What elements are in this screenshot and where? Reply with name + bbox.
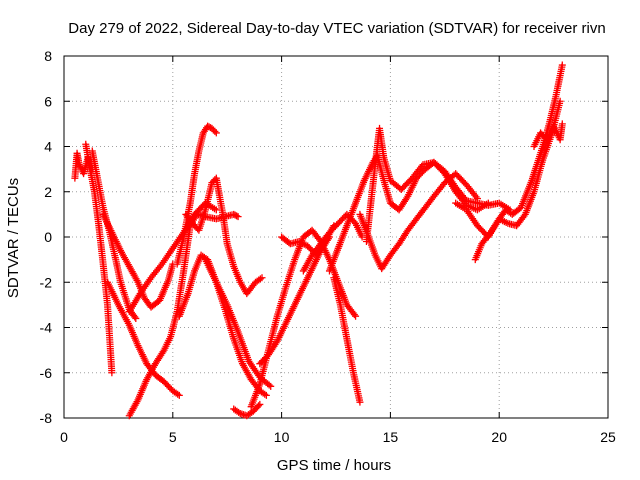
data-point (258, 274, 266, 282)
data-series (99, 210, 177, 311)
data-series (530, 120, 566, 150)
x-tick-label: 10 (274, 429, 290, 445)
data-series (175, 251, 270, 399)
data-series (173, 122, 220, 268)
data-point (356, 398, 364, 406)
x-axis-label: GPS time / hours (277, 457, 391, 474)
y-tick-label: -6 (40, 365, 53, 381)
data-series (299, 210, 366, 275)
x-tick-label: 15 (383, 429, 399, 445)
data-point (234, 213, 242, 221)
data-series (330, 274, 364, 406)
data-series (247, 226, 360, 411)
data-series (278, 222, 338, 259)
chart-title: Day 279 of 2022, Sidereal Day-to-day VTE… (68, 20, 605, 37)
data-point (556, 97, 564, 105)
data-point (262, 391, 270, 399)
x-tick-label: 25 (600, 429, 616, 445)
data-point (352, 312, 360, 320)
data-point (131, 313, 139, 321)
data-point (255, 402, 263, 410)
y-tick-label: 8 (44, 48, 52, 64)
data-point (211, 127, 219, 135)
data-series (104, 278, 183, 399)
data-point (558, 120, 566, 128)
data-series (230, 400, 264, 420)
data-point (212, 129, 220, 137)
data-point (175, 391, 183, 399)
data-point (265, 381, 273, 389)
data-point (261, 390, 269, 398)
x-tick-label: 20 (491, 429, 507, 445)
y-tick-label: 2 (44, 184, 52, 200)
data-point (256, 275, 264, 283)
data-point (256, 400, 264, 408)
data-point (350, 311, 358, 319)
x-tick-label: 5 (169, 429, 177, 445)
y-axis-label: SDTVAR / TECUs (5, 178, 22, 298)
data-point (132, 314, 140, 322)
data-point (174, 390, 182, 398)
y-tick-label: 6 (44, 93, 52, 109)
data-point (558, 61, 566, 69)
data-point (108, 369, 116, 377)
axis-ticks: 0 5 10 15 20 25 -8 -6 -4 -2 0 2 4 6 8 (40, 48, 616, 445)
y-tick-label: 0 (44, 229, 52, 245)
y-tick-label: 4 (44, 139, 52, 155)
x-tick-label: 0 (60, 429, 68, 445)
data-point (233, 212, 241, 220)
data-point (267, 382, 275, 390)
data-points (71, 61, 566, 420)
data-point (520, 212, 528, 220)
data-series (182, 174, 266, 298)
data-series (452, 61, 566, 241)
y-tick-label: -4 (40, 320, 53, 336)
y-tick-label: -2 (40, 274, 53, 290)
y-tick-label: -8 (40, 410, 53, 426)
data-series (362, 124, 514, 246)
